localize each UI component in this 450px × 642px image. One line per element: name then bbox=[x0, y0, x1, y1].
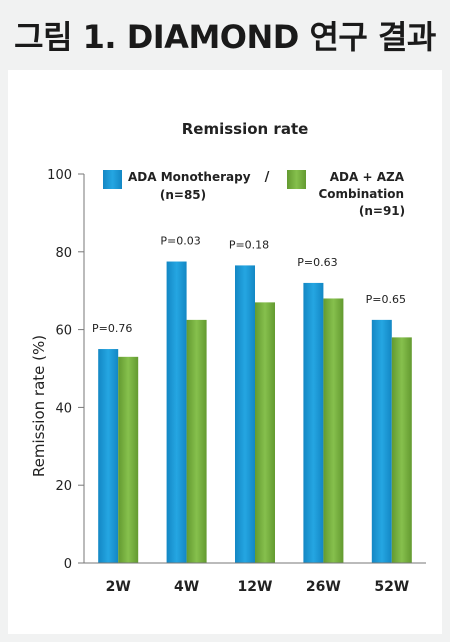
remission-rate-chart: Remission rate ADA Monotherapy (n=85) / … bbox=[30, 120, 426, 595]
y-tick-label: 40 bbox=[55, 401, 72, 416]
y-tick-label: 20 bbox=[55, 479, 72, 494]
y-tick-label: 60 bbox=[55, 324, 72, 339]
legend-label-ada-aza-line2: Combination bbox=[318, 187, 404, 201]
bars bbox=[98, 261, 412, 563]
x-tick-label-52w: 52W bbox=[374, 579, 409, 595]
legend-separator: / bbox=[265, 170, 270, 185]
y-axis-label: Remission rate (%) bbox=[30, 335, 48, 477]
bar-ada-aza-2w bbox=[118, 356, 139, 563]
p-value-2w: P=0.76 bbox=[92, 322, 132, 335]
p-value-52w: P=0.65 bbox=[366, 293, 406, 306]
figure-title: 그림 1. DIAMOND 연구 결과 bbox=[14, 18, 436, 56]
y-tick-label: 80 bbox=[55, 246, 72, 261]
y-ticks: 0 20 40 60 80 100 bbox=[47, 168, 84, 572]
x-tick-label-4w: 4W bbox=[174, 579, 199, 595]
bar-ada-aza-4w bbox=[186, 319, 207, 563]
legend-label-ada-mono: ADA Monotherapy bbox=[128, 170, 251, 184]
y-tick-label: 0 bbox=[64, 557, 72, 572]
chart-panel: Remission rate ADA Monotherapy (n=85) / … bbox=[8, 70, 442, 634]
bar-ada-aza-52w bbox=[391, 337, 412, 563]
legend-note-ada-aza: (n=91) bbox=[359, 204, 405, 218]
p-value-26w: P=0.63 bbox=[297, 256, 337, 269]
x-tick-label-12w: 12W bbox=[238, 579, 273, 595]
bar-ada-mono-26w bbox=[303, 282, 324, 563]
p-value-annotations: P=0.76 P=0.03 P=0.18 P=0.63 P=0.65 bbox=[92, 235, 406, 336]
x-tick-label-26w: 26W bbox=[306, 579, 341, 595]
x-tick-labels: 2W 4W 12W 26W 52W bbox=[106, 579, 410, 595]
bar-ada-mono-2w bbox=[98, 349, 119, 563]
bar-ada-aza-12w bbox=[255, 302, 275, 563]
x-tick-label-2w: 2W bbox=[106, 579, 131, 595]
chart-title: Remission rate bbox=[182, 120, 309, 138]
legend-note-ada-mono: (n=85) bbox=[160, 188, 206, 202]
legend-swatch-ada-aza bbox=[287, 170, 306, 189]
bar-ada-mono-4w bbox=[166, 261, 187, 563]
p-value-12w: P=0.18 bbox=[229, 238, 269, 251]
legend-swatch-ada-mono bbox=[103, 170, 122, 189]
bar-ada-aza-26w bbox=[323, 298, 344, 563]
bar-ada-mono-52w bbox=[371, 319, 392, 563]
legend-label-ada-aza-line1: ADA + AZA bbox=[330, 170, 405, 184]
bar-ada-mono-12w bbox=[235, 265, 255, 563]
y-tick-label: 100 bbox=[47, 168, 72, 183]
p-value-4w: P=0.03 bbox=[160, 235, 200, 248]
